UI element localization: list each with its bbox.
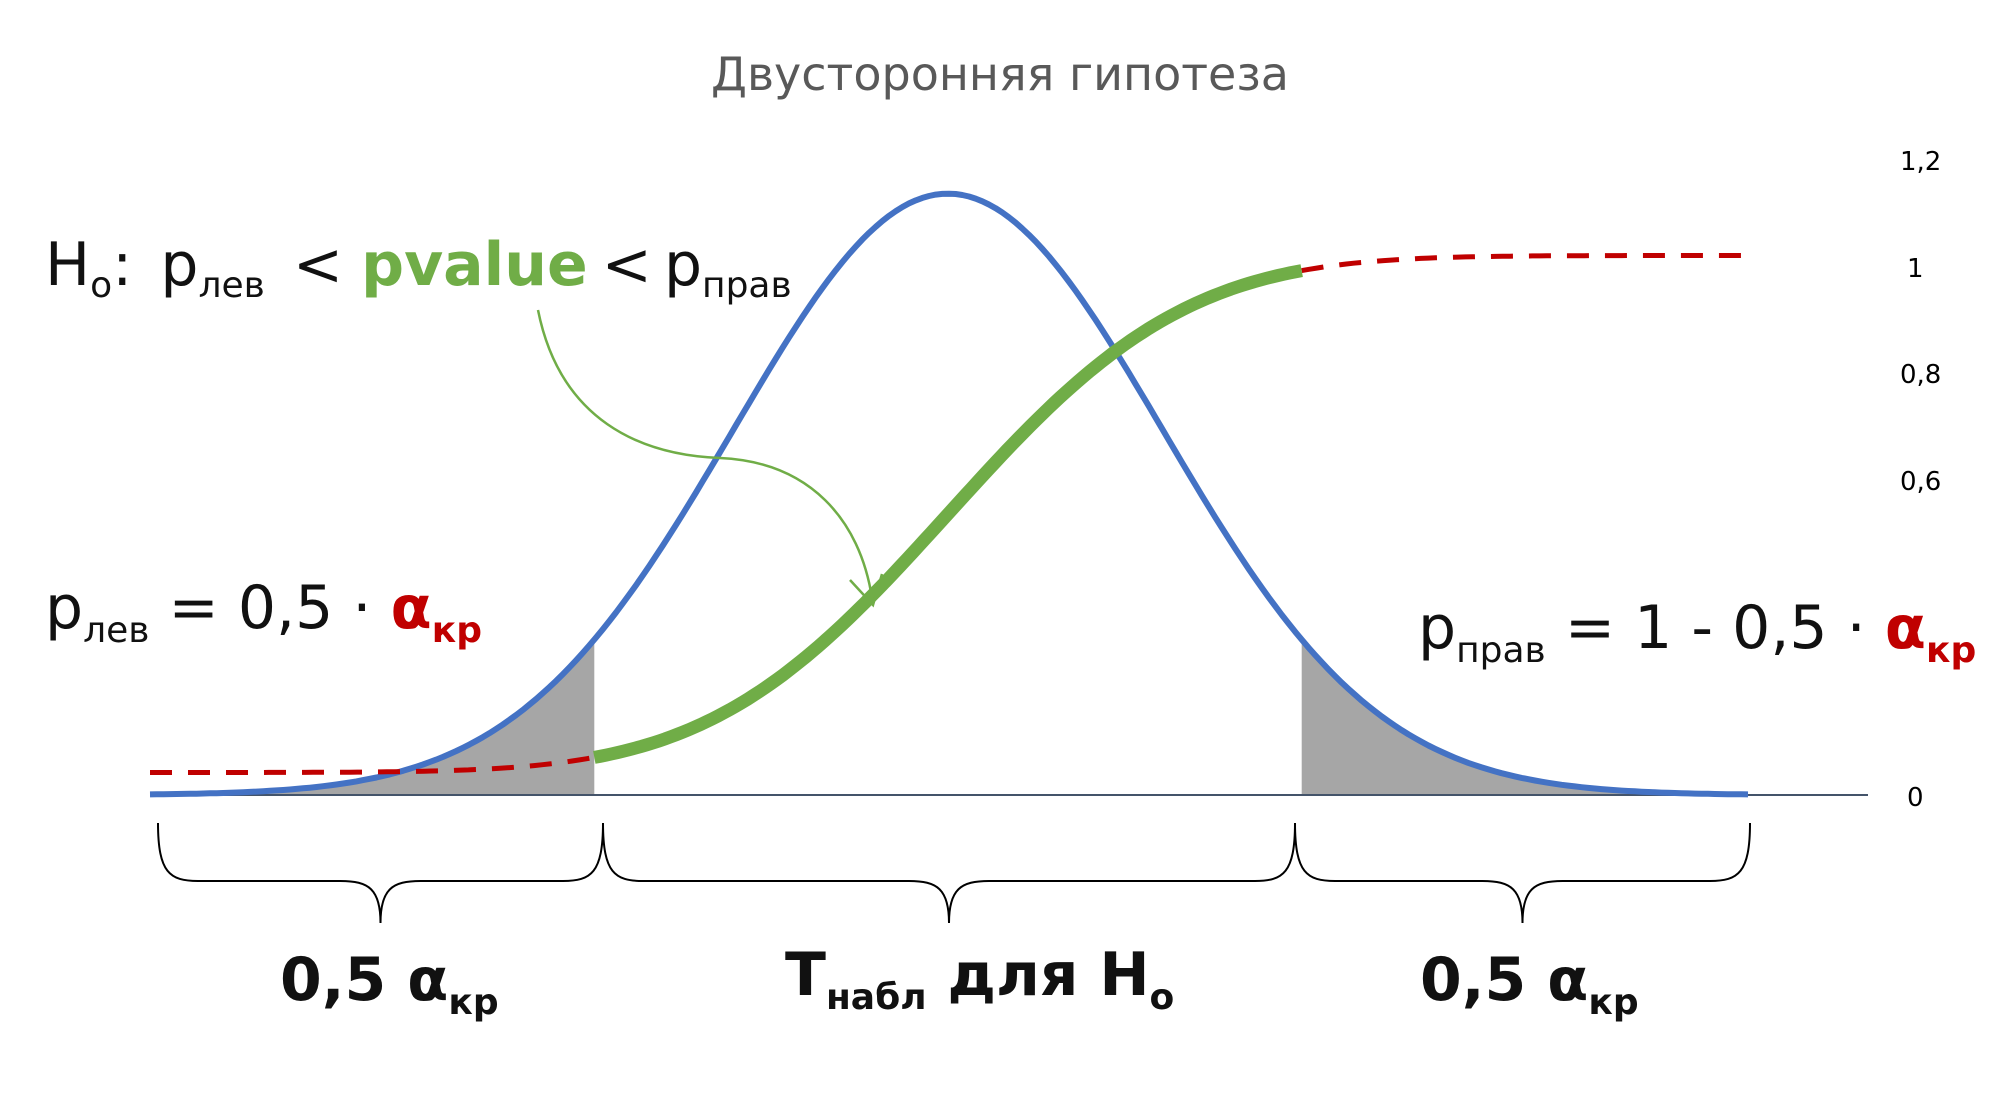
p-right-main: p	[664, 230, 702, 300]
less-than-2: <	[602, 230, 652, 300]
h-main: H	[45, 230, 90, 300]
left-tail-area	[150, 639, 595, 795]
cdf-solid-segment	[593, 264, 1303, 764]
y-tick-1: 1	[1907, 254, 1924, 284]
pvalue-arrow-head	[849, 573, 884, 608]
left-formula-alpha: α	[391, 573, 432, 643]
left-formula-alpha-sub: кр	[432, 610, 482, 651]
y-tick-0-6: 0,6	[1900, 467, 1941, 497]
middle-label-t: T	[785, 940, 826, 1010]
y-tick-1-2: 1,2	[1900, 147, 1941, 177]
h-sub: o	[90, 265, 112, 306]
y-tick-0-8: 0,8	[1900, 360, 1941, 390]
pvalue-label: pvalue	[361, 230, 588, 300]
middle-brace-label: Tнабл для Ho	[785, 940, 1174, 1018]
diagram-title: Двусторонняя гипотеза	[711, 47, 1289, 101]
right-brace	[1294, 822, 1751, 924]
right-brace-label: 0,5 αкр	[1420, 945, 1639, 1023]
less-than-1: <	[293, 230, 343, 300]
cdf-right-dashed-segment	[1301, 253, 1748, 274]
middle-brace	[602, 822, 1296, 924]
right-critical-formula: pправ = 1 - 0,5 · αкр	[1418, 593, 1976, 671]
right-brace-label-main: 0,5 α	[1420, 945, 1588, 1015]
y-tick-0: 0	[1907, 783, 1924, 813]
left-formula-p-sub: лев	[83, 610, 149, 651]
left-critical-formula: pлев = 0,5 · αкр	[45, 573, 482, 651]
left-brace-label-sub: кр	[448, 982, 498, 1023]
middle-label-t-sub: набл	[826, 977, 927, 1018]
right-formula-p-sub: прав	[1456, 630, 1546, 671]
pvalue-arrow-line	[536, 309, 874, 599]
right-tail-area	[1301, 639, 1748, 795]
right-formula-alpha: α	[1885, 593, 1926, 663]
left-brace-label-main: 0,5 α	[280, 945, 448, 1015]
pvalue-arrow	[536, 309, 884, 608]
middle-label-rest: для H	[927, 940, 1150, 1010]
p-left-sub: лев	[198, 265, 264, 306]
left-formula-p: p	[45, 573, 83, 643]
left-brace-label: 0,5 αкр	[280, 945, 499, 1023]
left-formula-expr: = 0,5 ·	[149, 573, 390, 643]
right-formula-alpha-sub: кр	[1926, 630, 1976, 671]
hypothesis-statement: Ho: pлев < pvalue < pправ	[45, 230, 792, 306]
h-colon: :	[112, 230, 132, 300]
right-brace-label-sub: кр	[1588, 982, 1638, 1023]
middle-label-h-sub: o	[1150, 977, 1175, 1018]
left-brace	[157, 822, 604, 924]
p-left-main: p	[160, 230, 198, 300]
y-axis-ticks: 1,2 1 0,8 0,6 0	[1900, 147, 1941, 813]
right-formula-expr: = 1 - 0,5 ·	[1546, 593, 1885, 663]
density-curve	[149, 190, 1749, 798]
right-formula-p: p	[1418, 593, 1456, 663]
p-right-sub: прав	[702, 265, 792, 306]
